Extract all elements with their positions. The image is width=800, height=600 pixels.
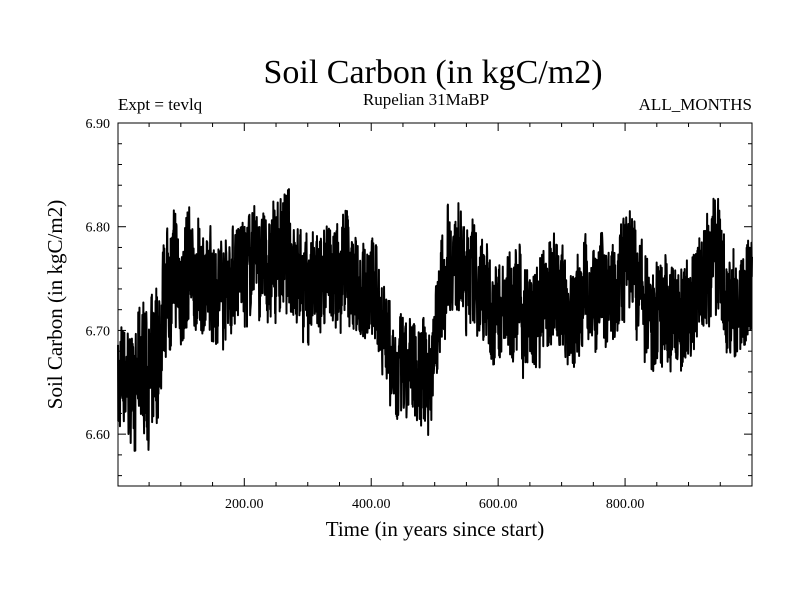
plot-area: 200.00 400.00 600.00 800.00 6.60 6.70 6.80 6.9…	[86, 117, 753, 512]
y-tick-label: 6.60	[86, 428, 111, 443]
x-axis: 200.00 400.00 600.00 800.00	[148, 123, 721, 512]
y-tick-label: 6.80	[86, 221, 111, 236]
experiment-label: Expt = tevlq	[118, 95, 203, 114]
x-tick-label: 400.00	[352, 497, 391, 512]
x-tick-label: 200.00	[225, 497, 264, 512]
y-tick-label: 6.70	[86, 324, 111, 339]
y-axis-label: Soil Carbon (in kgC/m2)	[43, 200, 67, 409]
y-axis: 6.60 6.70 6.80 6.90	[86, 117, 752, 477]
chart-subtitle: Rupelian 31MaBP	[363, 90, 489, 109]
y-tick-label: 6.90	[86, 117, 111, 132]
x-axis-label: Time (in years since start)	[326, 517, 545, 541]
x-tick-label: 800.00	[606, 497, 645, 512]
months-label: ALL_MONTHS	[639, 95, 752, 114]
chart-title: Soil Carbon (in kgC/m2)	[263, 54, 602, 91]
x-tick-label: 600.00	[479, 497, 518, 512]
soil-carbon-series-line	[117, 188, 753, 452]
